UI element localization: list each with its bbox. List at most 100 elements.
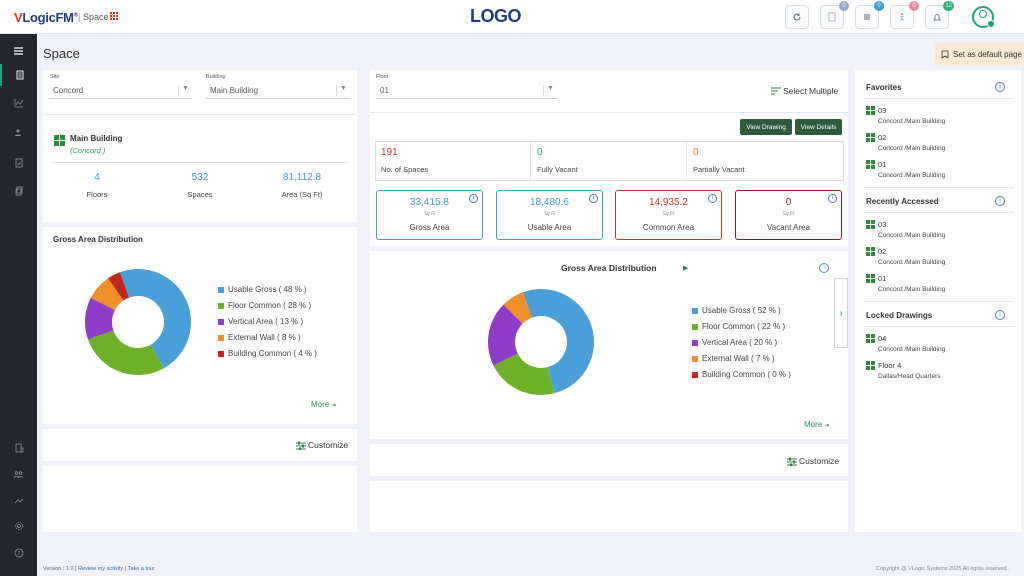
- count-fully-vacant[interactable]: 0 Fully Vacant: [531, 141, 687, 181]
- chart-next-button[interactable]: ›: [834, 278, 848, 348]
- play-icon[interactable]: ▶: [683, 265, 689, 272]
- sidebar-item-help[interactable]: ?: [0, 542, 37, 564]
- left-customize-button[interactable]: Customize: [296, 440, 348, 450]
- hamburger-icon: [14, 47, 23, 55]
- top-bar: VLogicFM® | Space LOGO 0 0 0 12: [0, 0, 1024, 34]
- take-tour-link[interactable]: Take a tour: [127, 566, 155, 572]
- set-default-page-button[interactable]: Set as default page: [935, 43, 1024, 65]
- filter-lines-icon: [771, 87, 781, 95]
- count-spaces[interactable]: 191 No. of Spaces: [375, 141, 531, 181]
- donut-slice-building-common[interactable]: [108, 272, 130, 301]
- chevron-down-icon: ▼: [543, 85, 557, 96]
- donut-slice-floor-common[interactable]: [493, 353, 555, 395]
- view-drawing-button[interactable]: View Drawing: [740, 119, 792, 135]
- sidebar-item-documents[interactable]: [0, 180, 37, 202]
- favorite-code[interactable]: 03: [878, 106, 887, 115]
- sidebar-item-reports[interactable]: [0, 152, 37, 174]
- building-site: (Concord ): [70, 146, 106, 155]
- locked-info-icon[interactable]: i: [995, 310, 1005, 320]
- site-value: Concord: [53, 86, 84, 95]
- floors-label: Floors: [86, 190, 108, 199]
- sidebar-item-settings[interactable]: [0, 515, 37, 537]
- bookmark-icon: [941, 50, 949, 59]
- arrow-right-icon: ➜: [824, 423, 830, 429]
- donut-slice-vertical-area[interactable]: [488, 304, 523, 366]
- middle-chart-title: Gross Area Distribution: [561, 263, 657, 273]
- review-activity-link[interactable]: Review my activity: [78, 566, 124, 572]
- middle-customize-button[interactable]: Customize: [787, 456, 839, 466]
- sidebar-item-trends[interactable]: [0, 490, 37, 512]
- recent-code[interactable]: 02: [878, 247, 887, 256]
- floor-plan-icon: [866, 334, 875, 343]
- middle-gross-area-donut: [488, 289, 594, 395]
- donut-slice-floor-common[interactable]: [87, 330, 164, 375]
- donut-slice-vertical-area[interactable]: [85, 297, 115, 340]
- recent-info-icon[interactable]: i: [995, 196, 1005, 206]
- common-area-card[interactable]: 14,935.2 Sq Ft Common Area i: [615, 190, 722, 240]
- usable-area-card[interactable]: 18,480.6 Sq Ft Usable Area i: [496, 190, 603, 240]
- user-avatar[interactable]: [972, 6, 995, 28]
- brand-logo[interactable]: VLogicFM®: [14, 10, 78, 25]
- chart-info-icon[interactable]: i: [819, 263, 829, 273]
- list-button[interactable]: 0: [855, 1, 884, 29]
- legend-vertical-area: Vertical Area ( 20 % ): [692, 338, 777, 347]
- documents-button[interactable]: 0: [820, 1, 849, 29]
- donut-slice-external-wall[interactable]: [503, 292, 533, 324]
- left-more-link[interactable]: More ➜: [311, 400, 337, 409]
- legend-floor-common: Floor Common ( 22 % ): [692, 322, 785, 331]
- document-icon: [828, 12, 836, 22]
- chevron-right-icon: ›: [839, 307, 843, 319]
- favorite-code[interactable]: 01: [878, 160, 887, 169]
- brand-reg: ®: [73, 12, 78, 19]
- recent-path: Concord /Main Building: [878, 286, 946, 293]
- donut-slice-usable-gross[interactable]: [522, 289, 594, 394]
- sidebar-item-analytics[interactable]: [0, 92, 37, 114]
- help-icon: ?: [14, 548, 23, 558]
- recent-code[interactable]: 03: [878, 220, 887, 229]
- notifications-button[interactable]: 12: [925, 1, 954, 29]
- sidebar-item-assets[interactable]: [0, 437, 37, 459]
- count-partially-vacant[interactable]: 0 Partially Vacant: [693, 147, 745, 174]
- person-button[interactable]: 0: [890, 1, 919, 29]
- building-label: Building: [206, 74, 226, 80]
- chart-line-icon: [14, 99, 23, 108]
- favorites-info-icon[interactable]: i: [995, 82, 1005, 92]
- legend-external-wall: External Wall ( 7 % ): [692, 354, 775, 363]
- apps-grid-icon[interactable]: [110, 12, 118, 20]
- trend-icon: [14, 498, 23, 504]
- locked-drawings-title: Locked Drawings: [866, 311, 933, 320]
- select-multiple-button[interactable]: Select Multiple: [771, 86, 838, 96]
- floor-select[interactable]: 01 ▼: [376, 83, 557, 99]
- building-value: Main Building: [210, 86, 259, 95]
- documents-badge: 0: [839, 1, 849, 11]
- building-icon: [16, 70, 23, 80]
- copy-icon: [15, 186, 22, 196]
- favorite-code[interactable]: 02: [878, 133, 887, 142]
- vacant-area-card[interactable]: 0 Sq Ft Vacant Area i: [735, 190, 842, 240]
- donut-slice-usable-gross[interactable]: [119, 268, 192, 369]
- gear-icon: [14, 522, 23, 530]
- chevron-down-icon: ▼: [336, 85, 350, 96]
- building-select[interactable]: Main Building ▼: [206, 83, 350, 99]
- donut-slice-external-wall[interactable]: [90, 278, 124, 311]
- info-icon: i: [708, 194, 717, 203]
- sidebar-item-team[interactable]: [0, 464, 37, 486]
- locked-code[interactable]: 04: [878, 334, 887, 343]
- brand-name: LogicFM: [22, 10, 74, 25]
- locked-code[interactable]: Floor 4: [878, 361, 902, 370]
- site-select[interactable]: Concord ▼: [49, 83, 192, 99]
- recent-code[interactable]: 01: [878, 274, 887, 283]
- view-details-button[interactable]: View Details: [795, 119, 842, 135]
- floor-value: 01: [380, 86, 389, 95]
- gross-area-card[interactable]: 33,415.8 Sq Ft Gross Area i: [376, 190, 483, 240]
- footer-links: Version : 1.0 | Review my activity | Tak…: [43, 566, 155, 572]
- list-badge: 0: [874, 1, 884, 11]
- file-check-icon: [15, 158, 22, 168]
- legend-building-common: Building Common ( 0 % ): [692, 370, 791, 379]
- sidebar-item-space[interactable]: [0, 64, 37, 86]
- locked-path: Concord /Main Building: [878, 346, 946, 353]
- sidebar-item-people[interactable]: [0, 122, 37, 144]
- menu-toggle-button[interactable]: [0, 40, 37, 62]
- middle-more-link[interactable]: More ➜: [804, 420, 830, 429]
- refresh-button[interactable]: [785, 5, 809, 29]
